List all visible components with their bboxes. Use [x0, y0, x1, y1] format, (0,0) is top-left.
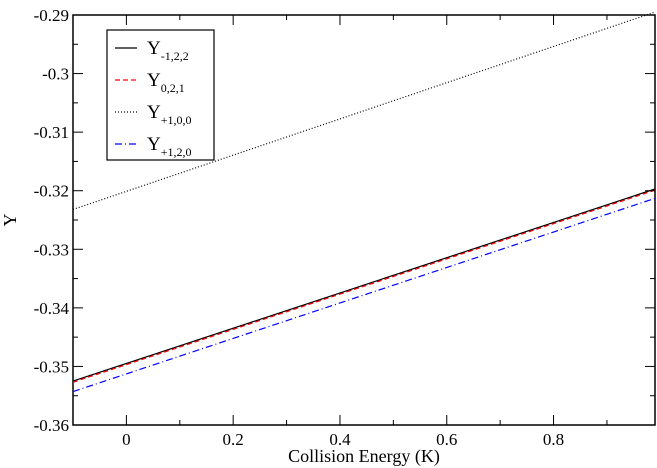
legend-label-4: Y+1,2,0	[147, 134, 192, 159]
y-tick-label: -0.29	[34, 6, 69, 25]
y-tick-label: -0.36	[34, 416, 69, 435]
x-axis: 0 0.2 0.4 0.6 0.8	[72, 15, 608, 449]
series-line-2	[72, 189, 656, 383]
y-tick-label: -0.32	[34, 182, 69, 201]
series-line-3	[72, 11, 656, 211]
y-axis: -0.36 -0.35 -0.34 -0.33 -0.32 -0.31 -0.3 -0.29	[34, 6, 655, 435]
series-line-4	[72, 197, 656, 393]
legend-box	[106, 29, 215, 161]
series-layer	[72, 11, 656, 393]
legend-label-1: Y-1,2,2	[147, 38, 189, 63]
x-axis-label: Collision Energy (K)	[288, 446, 440, 467]
x-tick-label: 0.2	[223, 430, 244, 449]
series-line-1	[72, 188, 656, 382]
legend-label-2: Y0,2,1	[147, 70, 185, 95]
y-tick-label: -0.35	[34, 357, 69, 376]
legend-label-3: Y+1,0,0	[147, 102, 192, 127]
y-axis-label: Y	[0, 214, 20, 227]
x-tick-label: 0.6	[436, 430, 457, 449]
x-tick-label: 0.4	[329, 430, 351, 449]
x-tick-label: 0.8	[543, 430, 564, 449]
legend: Y-1,2,2 Y0,2,1 Y+1,0,0 Y+1,2,0	[106, 29, 215, 161]
y-tick-label: -0.33	[34, 240, 69, 259]
x-tick-label: 0	[122, 430, 131, 449]
y-tick-label: -0.31	[34, 123, 69, 142]
y-tick-label: -0.3	[42, 65, 69, 84]
y-tick-label: -0.34	[34, 299, 70, 318]
